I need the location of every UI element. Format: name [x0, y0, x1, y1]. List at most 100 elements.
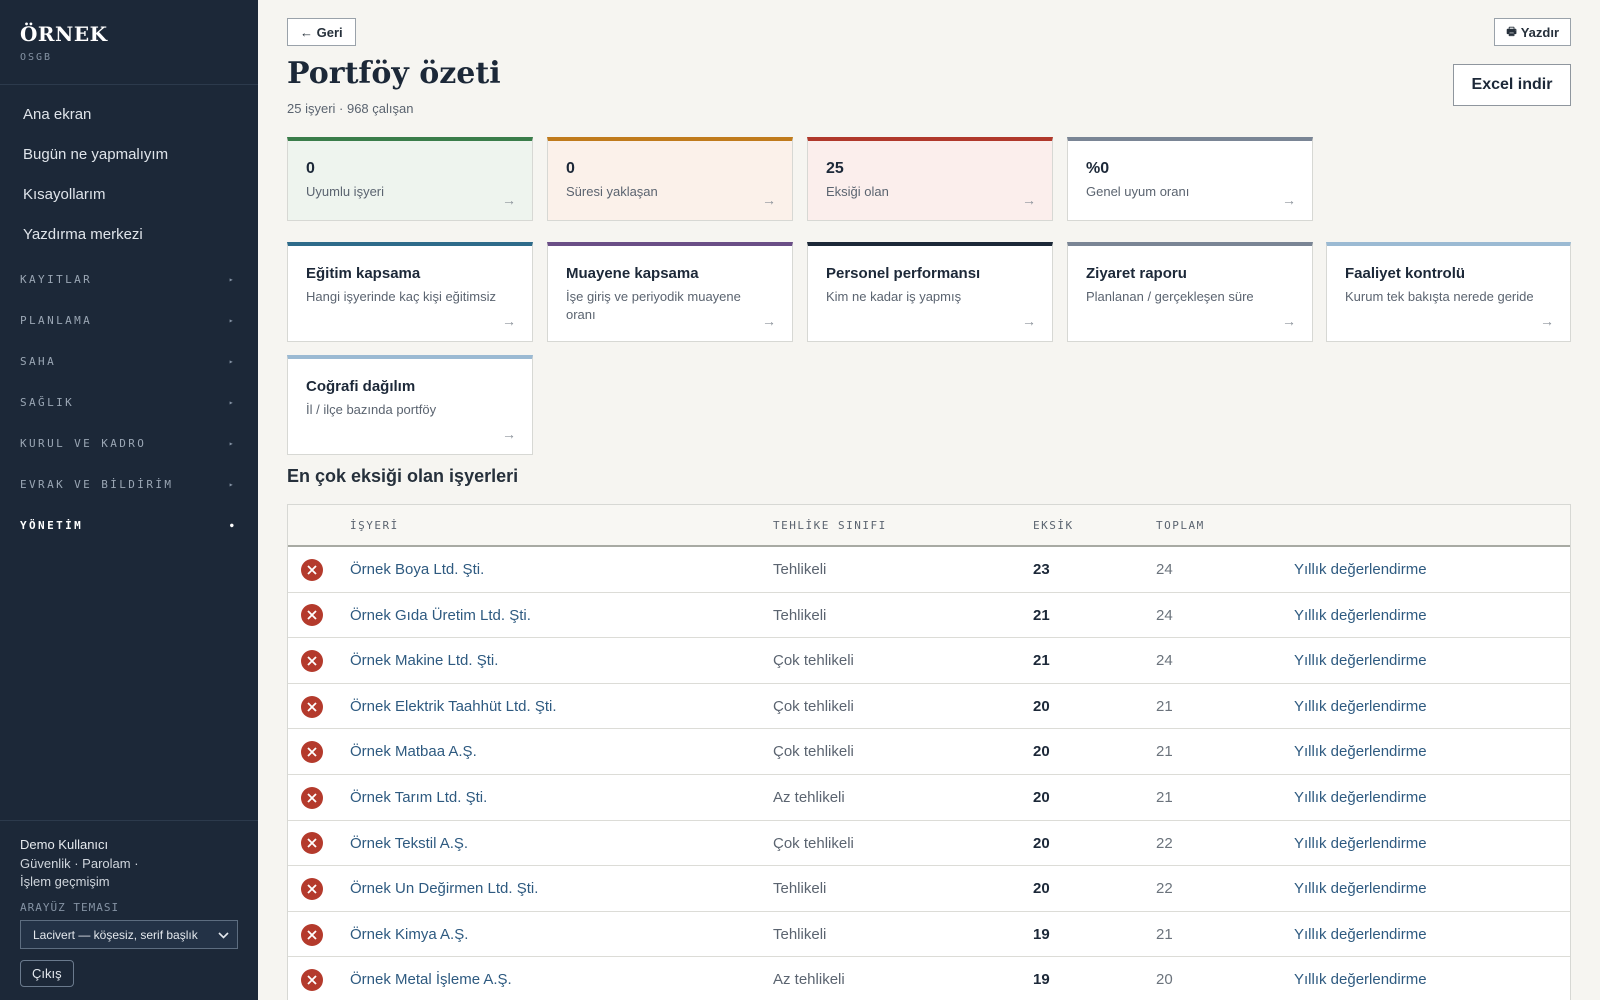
workplace-link[interactable]: Örnek Un Değirmen Ltd. Şti. — [350, 880, 539, 898]
annual-evaluation-link[interactable]: Yıllık değerlendirme — [1294, 925, 1427, 943]
sidebar-link-print-center[interactable]: Yazdırma merkezi — [23, 226, 143, 243]
total-count: 22 — [1156, 834, 1173, 852]
annual-evaluation-link[interactable]: Yıllık değerlendirme — [1294, 652, 1427, 670]
report-card-title: Coğrafi dağılım — [306, 378, 416, 395]
security-link[interactable]: Güvenlik — [20, 856, 71, 871]
error-icon — [301, 786, 323, 809]
arrow-right-icon: → — [1282, 192, 1296, 208]
error-icon — [301, 695, 323, 718]
hazard-class: Çok tehlikeli — [773, 697, 854, 715]
table-row: Örnek Matbaa A.Ş. Çok tehlikeli 20 21 Yıllık… — [288, 729, 1570, 775]
total-count: 24 — [1156, 652, 1173, 670]
section-label: SAHA — [20, 355, 57, 368]
report-card-description: Kim ne kadar iş yapmış — [826, 289, 962, 304]
sidebar-footer: Demo Kullanıcı Güvenlik · Parolam · İşle… — [0, 820, 258, 1000]
report-card[interactable]: Ziyaret raporu Planlanan / gerçekleşen sü… — [1067, 242, 1313, 342]
hazard-class: Tehlikeli — [773, 880, 827, 898]
table-row: Örnek Gıda Üretim Ltd. Şti. Tehlikeli 21 24… — [288, 593, 1570, 639]
workplace-table: İŞYERİ TEHLİKE SINIFI EKSİK TOPLAM Örnek… — [287, 504, 1571, 1000]
table-row: Örnek Metal İşleme A.Ş. Az tehlikeli 19 20 Y… — [288, 957, 1570, 1000]
table-row: Örnek Un Değirmen Ltd. Şti. Tehlikeli 20 22… — [288, 866, 1570, 912]
sidebar-section-records[interactable]: KAYITLAR ▸ — [0, 259, 258, 300]
table-row: Örnek Makine Ltd. Şti. Çok tehlikeli 21 24 Y… — [288, 638, 1570, 684]
sidebar-section-management[interactable]: YÖNETİM ● — [0, 505, 258, 546]
missing-count: 20 — [1033, 788, 1050, 806]
print-button[interactable]: 🖶 Yazdır — [1494, 18, 1571, 46]
sidebar-section-planning[interactable]: PLANLAMA ▸ — [0, 300, 258, 341]
error-icon — [301, 558, 323, 581]
caret-right-icon: ▸ — [228, 398, 236, 407]
workplace-link[interactable]: Örnek Tarım Ltd. Şti. — [350, 788, 488, 806]
column-header-workplace: İŞYERİ — [350, 519, 399, 532]
annual-evaluation-link[interactable]: Yıllık değerlendirme — [1294, 971, 1427, 989]
stat-card[interactable]: 0 Uyumlu işyeri → — [287, 137, 533, 221]
section-label: KURUL VE KADRO — [20, 437, 147, 450]
sidebar-link-today[interactable]: Bugün ne yapmalıyım — [23, 146, 169, 163]
printer-icon: 🖶 — [1506, 25, 1517, 38]
sidebar-section-health[interactable]: SAĞLIK ▸ — [0, 382, 258, 423]
sidebar-link-home[interactable]: Ana ekran — [23, 106, 92, 123]
workplace-link[interactable]: Örnek Gıda Üretim Ltd. Şti. — [350, 606, 531, 624]
report-card-description: Kurum tek bakışta nerede geride — [1345, 289, 1534, 304]
table-row: Örnek Kimya A.Ş. Tehlikeli 19 21 Yıllık değe… — [288, 912, 1570, 958]
user-links: Güvenlik · Parolam · İşlem geçmişim — [20, 855, 238, 891]
workplace-link[interactable]: Örnek Matbaa A.Ş. — [350, 743, 477, 761]
table-row: Örnek Boya Ltd. Şti. Tehlikeli 23 24 Yıllık … — [288, 547, 1570, 593]
annual-evaluation-link[interactable]: Yıllık değerlendirme — [1294, 743, 1427, 761]
table-row: Örnek Tekstil A.Ş. Çok tehlikeli 20 22 Yıllı… — [288, 821, 1570, 867]
workplace-link[interactable]: Örnek Makine Ltd. Şti. — [350, 652, 499, 670]
missing-count: 20 — [1033, 880, 1050, 898]
workplace-link[interactable]: Örnek Kimya A.Ş. — [350, 925, 469, 943]
table-body: Örnek Boya Ltd. Şti. Tehlikeli 23 24 Yıllık … — [288, 547, 1570, 1000]
excel-download-button[interactable]: Excel indir — [1453, 64, 1571, 106]
page-subtitle: 25 işyeri · 968 çalışan — [287, 101, 414, 116]
report-card[interactable]: Coğrafi dağılım İl / ilçe bazında portföy… — [287, 355, 533, 455]
hazard-class: Çok tehlikeli — [773, 834, 854, 852]
annual-evaluation-link[interactable]: Yıllık değerlendirme — [1294, 880, 1427, 898]
workplace-link[interactable]: Örnek Elektrik Taahhüt Ltd. Şti. — [350, 697, 557, 715]
hazard-class: Tehlikeli — [773, 561, 827, 578]
caret-right-icon: ▸ — [228, 480, 236, 489]
section-label: EVRAK VE BİLDİRİM — [20, 478, 174, 491]
password-link[interactable]: Parolam — [82, 856, 131, 871]
missing-count: 23 — [1033, 561, 1050, 578]
stat-card[interactable]: %0 Genel uyum oranı → — [1067, 137, 1313, 221]
total-count: 24 — [1156, 561, 1173, 578]
caret-right-icon: ▸ — [228, 357, 236, 366]
sidebar-link-shortcuts[interactable]: Kısayollarım — [23, 186, 106, 203]
theme-select[interactable]: Lacivert — köşesiz, serif başlık — [20, 920, 238, 949]
arrow-right-icon: → — [762, 313, 776, 329]
stat-label: Uyumlu işyeri — [306, 184, 385, 199]
workplace-link[interactable]: Örnek Metal İşleme A.Ş. — [350, 971, 512, 989]
sidebar-section-documents[interactable]: EVRAK VE BİLDİRİM ▸ — [0, 464, 258, 505]
workplace-link[interactable]: Örnek Boya Ltd. Şti. — [350, 561, 485, 578]
annual-evaluation-link[interactable]: Yıllık değerlendirme — [1294, 606, 1427, 624]
stat-label: Süresi yaklaşan — [566, 184, 658, 199]
annual-evaluation-link[interactable]: Yıllık değerlendirme — [1294, 834, 1427, 852]
annual-evaluation-link[interactable]: Yıllık değerlendirme — [1294, 697, 1427, 715]
report-card[interactable]: Muayene kapsama İşe giriş ve periyodik mu… — [547, 242, 793, 342]
hazard-class: Tehlikeli — [773, 925, 827, 943]
missing-count: 20 — [1033, 834, 1050, 852]
sidebar-section-field[interactable]: SAHA ▸ — [0, 341, 258, 382]
report-card[interactable]: Personel performansı Kim ne kadar iş yapm… — [807, 242, 1053, 342]
workplace-link[interactable]: Örnek Tekstil A.Ş. — [350, 834, 469, 852]
annual-evaluation-link[interactable]: Yıllık değerlendirme — [1294, 561, 1427, 578]
logout-button[interactable]: Çıkış — [20, 960, 74, 987]
annual-evaluation-link[interactable]: Yıllık değerlendirme — [1294, 788, 1427, 806]
total-count: 20 — [1156, 971, 1173, 989]
stat-value: 0 — [306, 160, 315, 177]
arrow-right-icon: → — [762, 192, 776, 208]
sidebar-section-board-staff[interactable]: KURUL VE KADRO ▸ — [0, 423, 258, 464]
stat-label: Genel uyum oranı — [1086, 184, 1190, 199]
stat-card[interactable]: 25 Eksiği olan → — [807, 137, 1053, 221]
report-card[interactable]: Faaliyet kontrolü Kurum tek bakışta nered… — [1326, 242, 1571, 342]
back-button[interactable]: ← Geri — [287, 18, 356, 46]
arrow-right-icon: → — [1022, 313, 1036, 329]
brand[interactable]: ÖRNEK OSGB — [0, 0, 258, 85]
stat-label: Eksiği olan — [826, 184, 889, 199]
report-card[interactable]: Eğitim kapsama Hangi işyerinde kaç kişi e… — [287, 242, 533, 342]
stat-card[interactable]: 0 Süresi yaklaşan → — [547, 137, 793, 221]
total-count: 21 — [1156, 788, 1173, 806]
history-link[interactable]: İşlem geçmişim — [20, 874, 110, 889]
